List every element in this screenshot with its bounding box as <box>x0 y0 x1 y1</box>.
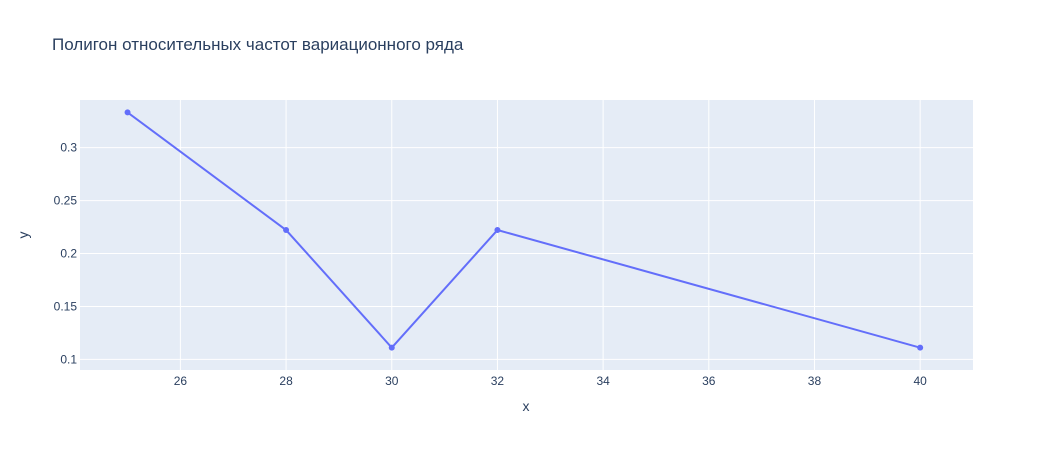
y-tick-label: 0.3 <box>60 141 77 155</box>
x-tick-label: 32 <box>491 374 505 388</box>
y-tick-label: 0.2 <box>60 247 77 261</box>
x-axis-label: x <box>523 398 530 414</box>
series-group <box>124 109 924 351</box>
y-tick-label: 0.25 <box>54 194 78 208</box>
data-point[interactable] <box>283 227 290 234</box>
y-axis-ticks: 0.1 0.15 0.2 0.25 0.3 <box>54 141 78 367</box>
data-point[interactable] <box>494 227 501 234</box>
x-tick-label: 40 <box>913 374 927 388</box>
x-tick-label: 30 <box>385 374 399 388</box>
x-tick-label: 36 <box>702 374 716 388</box>
data-point[interactable] <box>124 109 131 116</box>
plot-area <box>80 100 973 370</box>
y-tick-label: 0.15 <box>54 299 78 313</box>
x-tick-label: 34 <box>596 374 610 388</box>
x-tick-label: 38 <box>808 374 822 388</box>
data-point[interactable] <box>917 344 924 351</box>
x-axis-ticks: 26 28 30 32 34 36 38 40 <box>174 374 927 388</box>
x-tick-label: 28 <box>279 374 293 388</box>
data-point[interactable] <box>388 344 395 351</box>
x-tick-label: 26 <box>174 374 188 388</box>
y-tick-label: 0.1 <box>60 352 77 366</box>
y-gridlines <box>80 147 973 360</box>
x-gridlines <box>179 100 921 370</box>
chart-title: Полигон относительных частот вариационно… <box>52 35 464 54</box>
y-axis-label: y <box>15 232 31 239</box>
